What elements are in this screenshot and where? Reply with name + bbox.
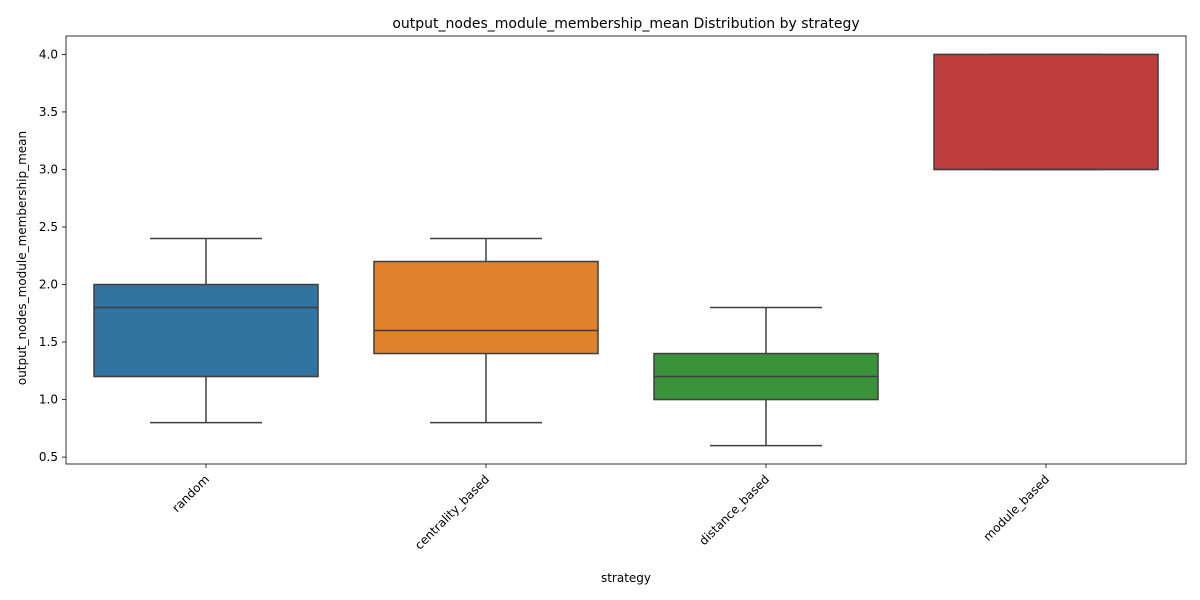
x-tick-label: random bbox=[169, 472, 212, 515]
iqr-box bbox=[373, 260, 599, 355]
iqr-box bbox=[93, 283, 319, 378]
x-axis-label: strategy bbox=[601, 571, 651, 585]
box-module_based bbox=[933, 53, 1159, 171]
x-tick-label: distance_based bbox=[696, 472, 772, 548]
x-tick-label: module_based bbox=[981, 472, 1053, 544]
y-tick-label: 2.5 bbox=[39, 220, 58, 234]
y-axis-label: output_nodes_module_membership_mean bbox=[15, 131, 29, 385]
iqr-box bbox=[933, 53, 1159, 171]
boxes-layer bbox=[93, 53, 1159, 447]
y-tick-label: 2.0 bbox=[39, 278, 58, 292]
y-tick-label: 1.0 bbox=[39, 393, 58, 407]
y-tick-label: 4.0 bbox=[39, 47, 58, 61]
chart-title: output_nodes_module_membership_mean Dist… bbox=[392, 16, 859, 32]
y-tick-label: 3.0 bbox=[39, 162, 58, 176]
box-distance_based bbox=[653, 306, 879, 447]
box-centrality_based bbox=[373, 237, 599, 424]
plot-frame bbox=[65, 35, 1187, 465]
y-tick-label: 3.5 bbox=[39, 105, 58, 119]
y-tick-label: 0.5 bbox=[39, 450, 58, 464]
x-tick-label: centrality_based bbox=[412, 472, 492, 552]
y-tick-label: 1.5 bbox=[39, 335, 58, 349]
box-random bbox=[93, 237, 319, 424]
